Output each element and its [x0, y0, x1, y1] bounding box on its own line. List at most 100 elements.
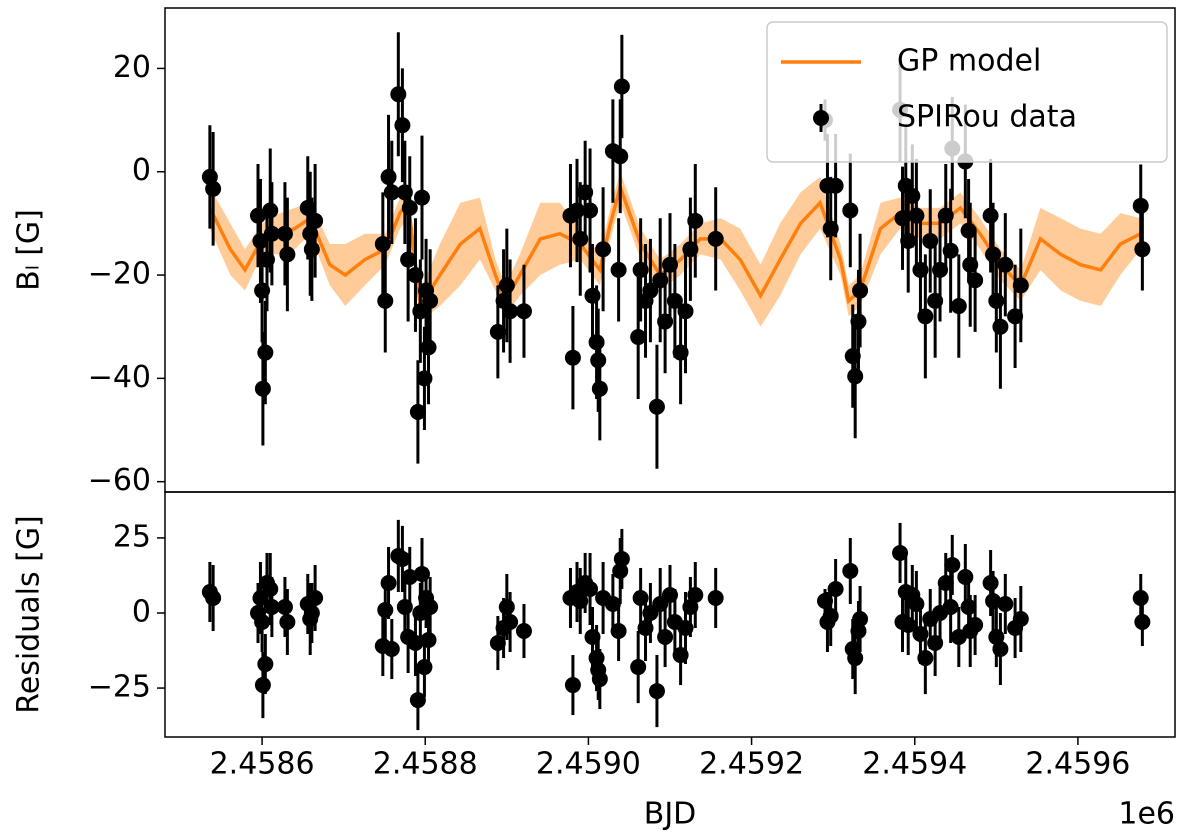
data-point	[912, 626, 929, 643]
data-point	[1012, 611, 1029, 628]
y-tick-label: 0	[132, 594, 151, 629]
x-tick-label: 2.4588	[373, 747, 478, 782]
data-point	[642, 282, 659, 299]
data-point	[992, 641, 1009, 658]
data-point	[632, 261, 649, 278]
legend-label: GP model	[897, 44, 1041, 79]
data-point	[682, 241, 699, 258]
data-point	[985, 592, 1002, 609]
data-point	[420, 339, 437, 356]
data-point	[648, 683, 665, 700]
data-point	[648, 398, 665, 415]
data-point	[422, 598, 439, 615]
data-point	[662, 256, 678, 273]
data-point	[687, 212, 704, 229]
data-point	[498, 598, 515, 615]
data-point	[707, 589, 724, 606]
data-point	[584, 287, 601, 304]
x-tick-label: 2.4590	[536, 747, 641, 782]
data-point	[982, 207, 999, 224]
data-point	[401, 199, 418, 216]
data-point	[595, 241, 612, 258]
data-point	[677, 303, 694, 320]
data-point	[250, 207, 267, 224]
data-point	[498, 277, 515, 294]
data-point	[254, 614, 271, 631]
offset-text: 1e6	[1118, 797, 1175, 832]
data-point	[904, 188, 921, 205]
data-point	[572, 230, 589, 247]
data-point	[582, 202, 599, 219]
data-point	[672, 344, 689, 361]
data-point	[502, 303, 519, 320]
data-point	[922, 232, 939, 249]
data-point	[612, 562, 629, 579]
data-point	[967, 272, 984, 289]
data-point	[262, 580, 279, 597]
data-point	[847, 650, 864, 667]
y-tick-label: 25	[113, 519, 151, 554]
x-tick-label: 2.4594	[862, 747, 967, 782]
data-point	[942, 598, 959, 615]
data-point	[394, 117, 411, 134]
data-point	[630, 329, 647, 346]
data-point	[908, 207, 925, 224]
legend-marker	[813, 110, 829, 126]
data-point	[657, 629, 674, 646]
data-point	[992, 318, 1009, 335]
data-point	[276, 598, 293, 615]
data-point	[1132, 589, 1149, 606]
data-point	[396, 184, 413, 201]
data-point	[932, 261, 949, 278]
data-point	[827, 580, 844, 597]
data-point	[960, 598, 977, 615]
data-point	[1132, 197, 1149, 214]
data-point	[413, 189, 430, 206]
data-point	[303, 604, 320, 621]
y-tick-label: −20	[88, 257, 151, 292]
data-point	[205, 180, 222, 197]
data-point	[262, 202, 279, 219]
data-point	[927, 292, 944, 309]
data-point	[1134, 614, 1151, 631]
data-point	[582, 580, 599, 597]
y-tick-label: 0	[132, 153, 151, 188]
data-point	[662, 586, 678, 603]
data-point	[591, 671, 608, 688]
data-point	[637, 620, 654, 637]
data-point	[502, 614, 519, 631]
y-axis-label: Residuals [G]	[12, 515, 47, 714]
data-point	[613, 550, 630, 567]
data-point	[944, 556, 961, 573]
data-point	[687, 586, 704, 603]
data-point	[630, 659, 647, 676]
data-point	[588, 334, 605, 351]
data-point	[254, 677, 271, 694]
data-point	[276, 225, 293, 242]
legend-label: SPIRou data	[897, 100, 1077, 135]
data-point	[584, 629, 601, 646]
data-point	[409, 403, 426, 420]
data-point	[420, 632, 437, 649]
x-tick-label: 2.4592	[699, 747, 804, 782]
data-point	[847, 368, 864, 385]
data-point	[591, 380, 608, 397]
data-point	[416, 370, 433, 387]
data-point	[279, 246, 296, 263]
data-point	[257, 656, 274, 673]
data-point	[377, 601, 394, 618]
data-point	[257, 344, 274, 361]
data-point	[564, 677, 581, 694]
data-point	[279, 614, 296, 631]
data-point	[912, 261, 929, 278]
data-point	[489, 635, 506, 652]
data-point	[908, 595, 925, 612]
data-point	[1134, 241, 1151, 258]
data-point	[652, 272, 669, 289]
data-point	[942, 242, 959, 259]
data-point	[1012, 277, 1029, 294]
y-tick-label: −40	[88, 360, 151, 395]
data-point	[407, 635, 424, 652]
data-point	[401, 568, 418, 585]
